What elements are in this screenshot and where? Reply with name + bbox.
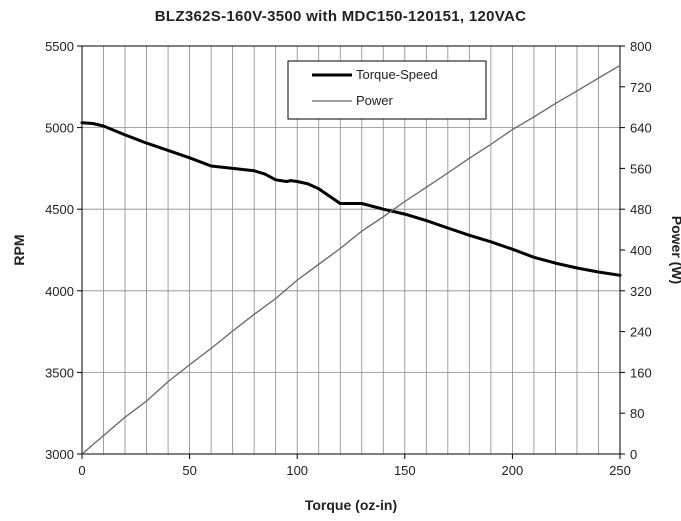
y-tick-label: 5500 [45, 39, 74, 54]
legend-label-torque-speed: Torque-Speed [356, 67, 438, 82]
y2-tick-label: 800 [630, 39, 652, 54]
series-line-power [81, 64, 621, 455]
y2-tick-label: 560 [630, 161, 652, 176]
x-tick-label: 150 [394, 463, 416, 478]
legend-box [287, 60, 487, 120]
series-line-torque-speed [80, 121, 622, 277]
y-tick-label: 5000 [45, 121, 74, 136]
y-tick-label: 4500 [45, 202, 74, 217]
y-tick-label: 3500 [45, 365, 74, 380]
y2-tick-label: 320 [630, 284, 652, 299]
legend-label-power: Power [356, 93, 394, 108]
y2-axis-title: Power (W) [669, 216, 681, 284]
y2-tick-label: 160 [630, 365, 652, 380]
y-tick-label: 3000 [45, 447, 74, 462]
y2-tick-label: 0 [630, 447, 637, 462]
y-tick-label: 4000 [45, 284, 74, 299]
x-tick-label: 0 [78, 463, 85, 478]
y2-tick-label: 80 [630, 406, 644, 421]
y2-tick-label: 640 [630, 121, 652, 136]
chart-title: BLZ362S-160V-3500 with MDC150-120151, 12… [154, 8, 527, 25]
y2-tick-label: 240 [630, 325, 652, 340]
x-tick-label: 50 [182, 463, 196, 478]
y2-tick-label: 400 [630, 243, 652, 258]
x-tick-label: 200 [502, 463, 524, 478]
y2-tick-label: 480 [630, 202, 652, 217]
y2-tick-label: 720 [630, 80, 652, 95]
x-tick-label: 100 [286, 463, 308, 478]
legend: Torque-Speed Power [287, 60, 487, 120]
x-tick-label: 250 [609, 463, 631, 478]
y-axis-title: RPM [11, 234, 27, 265]
x-axis-title: Torque (oz-in) [305, 497, 397, 513]
